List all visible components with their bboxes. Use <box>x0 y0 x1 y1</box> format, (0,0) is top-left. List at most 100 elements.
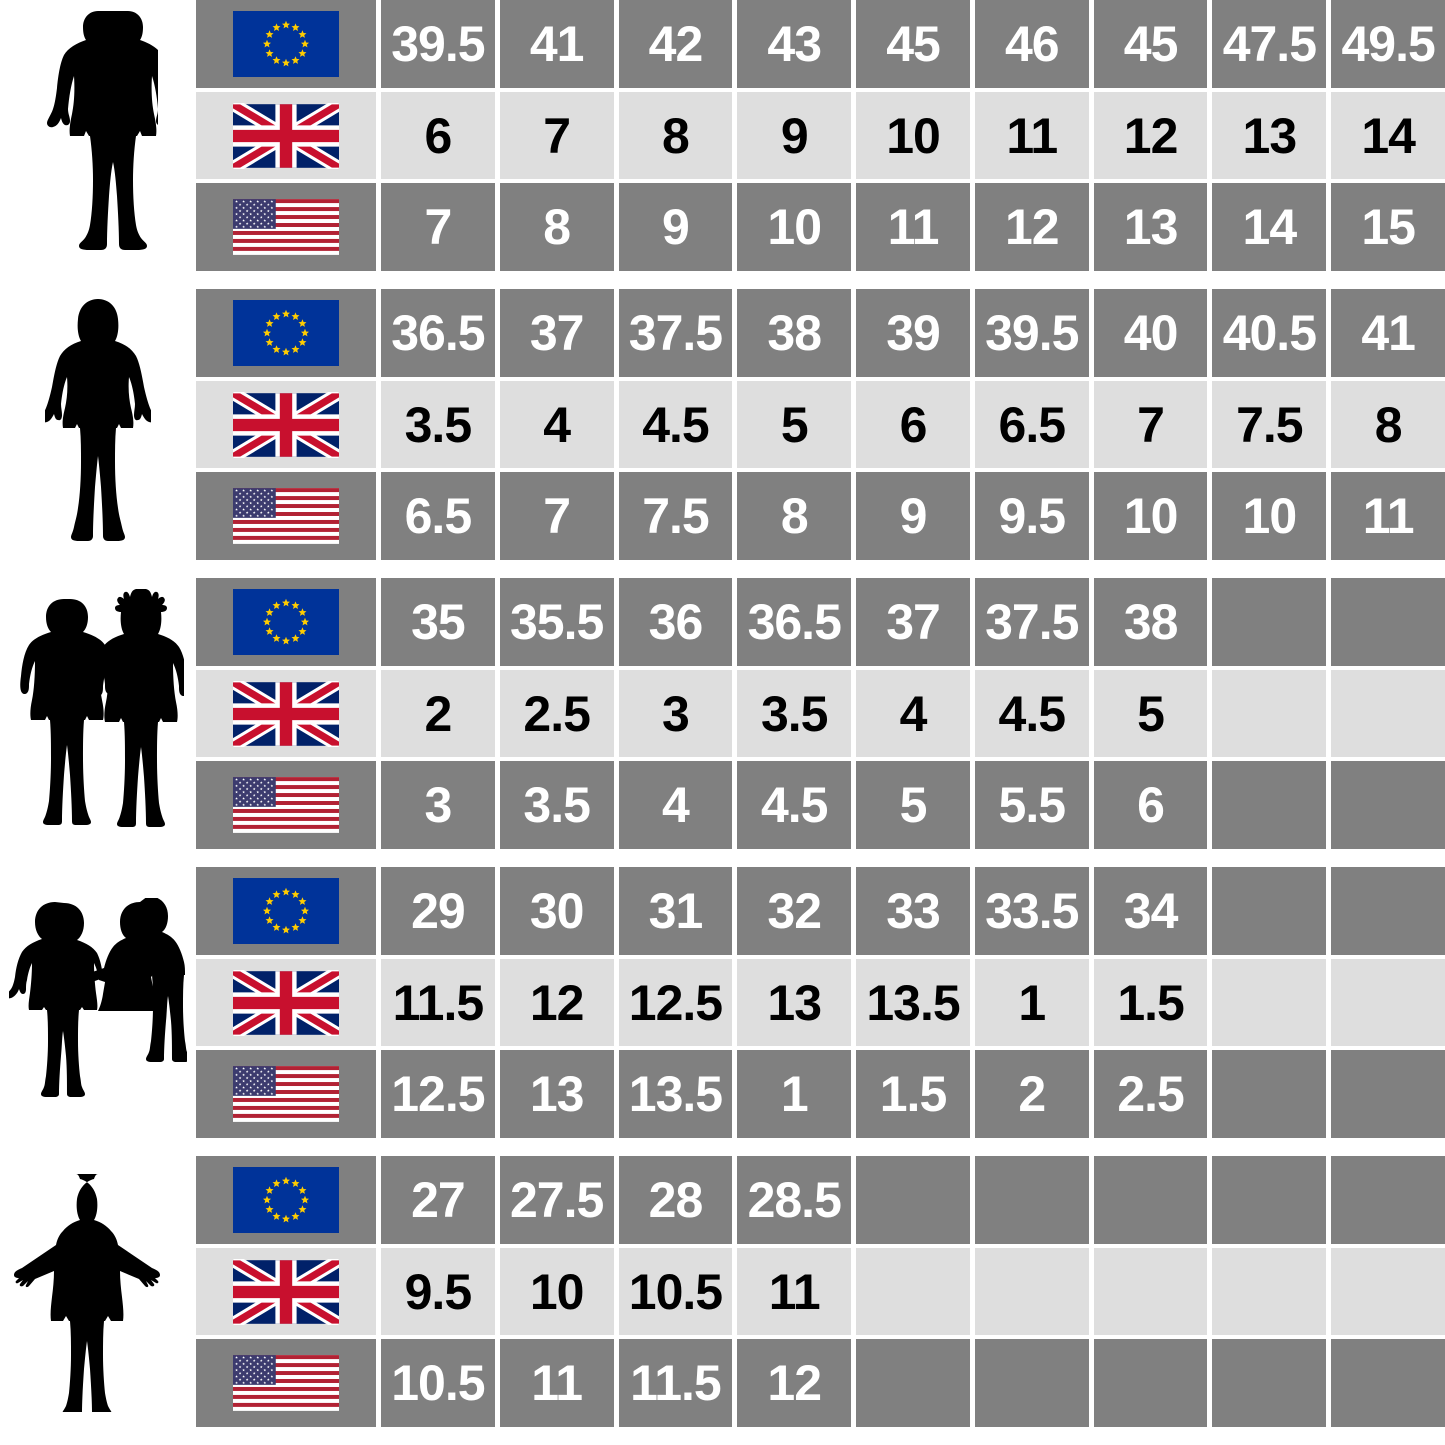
size-cell: 1.5 <box>856 1050 970 1139</box>
size-cell: 12.5 <box>381 1050 495 1139</box>
size-cell: 12 <box>974 183 1089 272</box>
size-cell <box>1331 958 1445 1047</box>
size-cell: 10 <box>1212 472 1327 561</box>
size-cell: 4 <box>618 761 733 850</box>
size-cell: 7 <box>1093 380 1208 469</box>
size-cell: 30 <box>499 867 614 955</box>
size-cell: 43 <box>737 0 852 88</box>
size-cell <box>1331 669 1445 758</box>
size-row-older-children-us: 3 3.5 4 4.5 5 5.5 6 <box>196 761 1445 850</box>
size-value: 12 <box>529 974 585 1031</box>
us-flag-graphic <box>233 772 339 838</box>
size-cell: 37 <box>499 289 614 377</box>
size-value: 2.5 <box>523 685 591 742</box>
size-value: 2 <box>424 685 452 742</box>
us-flag-graphic <box>233 483 339 549</box>
size-value: 3 <box>662 685 690 742</box>
size-value: 39 <box>886 304 941 361</box>
size-cell: 31 <box>618 867 733 955</box>
size-cell <box>1093 1339 1208 1428</box>
size-value: 8 <box>780 488 809 545</box>
size-value: 46 <box>1004 15 1060 72</box>
size-cell: 3.5 <box>499 761 614 850</box>
size-value: 1.5 <box>879 1066 948 1123</box>
size-cell: 7 <box>499 91 614 180</box>
size-value: 8 <box>662 107 690 164</box>
size-row-young-children-us: 12.5 13 13.5 1 1.5 2 2.5 <box>196 1050 1445 1139</box>
us-flag <box>196 1050 376 1139</box>
size-cell: 4.5 <box>737 761 852 850</box>
size-value: 5.5 <box>998 777 1067 834</box>
size-value: 12 <box>767 1355 822 1412</box>
eu-flag-graphic <box>233 1166 339 1233</box>
size-value: 7.5 <box>642 488 710 545</box>
size-value: 14 <box>1361 107 1416 164</box>
size-value: 13.5 <box>866 974 960 1031</box>
size-value: 4.5 <box>642 396 710 453</box>
size-cell: 47.5 <box>1212 0 1327 88</box>
size-cell: 9 <box>737 91 852 180</box>
size-cell: 33.5 <box>974 867 1089 955</box>
size-cell: 39 <box>856 289 970 377</box>
size-cell <box>1212 1247 1327 1336</box>
size-group-young-children: 29 30 31 32 33 33.5 34 11.5 12 12.5 13 13.5 1 1.5 12.5… <box>0 867 1445 1139</box>
size-cell: 5 <box>737 380 852 469</box>
size-cell: 46 <box>974 0 1089 88</box>
size-value: 1 <box>780 1066 809 1123</box>
size-row-men-eu: 39.5 41 42 43 45 46 45 47.5 49.5 <box>196 0 1445 88</box>
eu-flag-graphic <box>233 299 339 366</box>
size-cell: 6 <box>856 380 970 469</box>
size-value: 11 <box>531 1355 583 1412</box>
eu-flag <box>196 289 376 377</box>
size-cell: 7.5 <box>618 472 733 561</box>
size-cell: 39.5 <box>974 289 1089 377</box>
size-cell: 11 <box>856 183 970 272</box>
size-value: 35.5 <box>510 593 604 650</box>
size-value: 10 <box>886 107 941 164</box>
size-cell: 28 <box>618 1156 733 1244</box>
size-value: 5 <box>1137 685 1165 742</box>
size-cell <box>1331 1156 1445 1244</box>
size-cell: 1.5 <box>1093 958 1208 1047</box>
size-cell <box>1093 1156 1208 1244</box>
size-value: 45 <box>886 15 941 72</box>
size-value: 15 <box>1361 199 1416 256</box>
size-value: 6 <box>424 107 452 164</box>
size-cell: 5.5 <box>974 761 1089 850</box>
size-value: 7 <box>543 488 571 545</box>
size-cell: 3.5 <box>737 669 852 758</box>
size-value: 28.5 <box>747 1171 842 1228</box>
size-cell: 3 <box>618 669 733 758</box>
size-value: 7 <box>543 107 571 164</box>
eu-flag-graphic <box>233 588 339 655</box>
size-cell: 45 <box>856 0 970 88</box>
size-value: 2 <box>1018 1066 1046 1123</box>
size-cell: 36.5 <box>737 578 852 666</box>
size-value: 5 <box>899 777 928 834</box>
young-children-silhouette <box>0 867 196 1138</box>
size-cell: 13 <box>1093 183 1208 272</box>
size-cell: 11 <box>499 1339 614 1428</box>
size-value: 33 <box>886 882 941 939</box>
size-value: 33.5 <box>985 882 1079 939</box>
size-cell <box>1212 761 1327 850</box>
size-cell: 12 <box>737 1339 852 1428</box>
size-cell <box>974 1156 1089 1244</box>
size-cell: 11 <box>737 1247 852 1336</box>
size-value: 6 <box>1137 777 1165 834</box>
size-cell <box>856 1156 970 1244</box>
size-cell: 13.5 <box>618 1050 733 1139</box>
size-cell: 7 <box>381 183 495 272</box>
us-flag <box>196 761 376 850</box>
size-cell: 42 <box>618 0 733 88</box>
size-cell <box>1212 867 1327 955</box>
size-value: 38 <box>767 304 822 361</box>
size-value: 6.5 <box>998 396 1067 453</box>
uk-flag <box>196 91 376 180</box>
size-cell: 27 <box>381 1156 495 1244</box>
size-value: 37.5 <box>985 593 1079 650</box>
size-cell: 10.5 <box>381 1339 495 1428</box>
size-value: 13 <box>1123 199 1179 256</box>
toddler-silhouette <box>0 1156 196 1427</box>
